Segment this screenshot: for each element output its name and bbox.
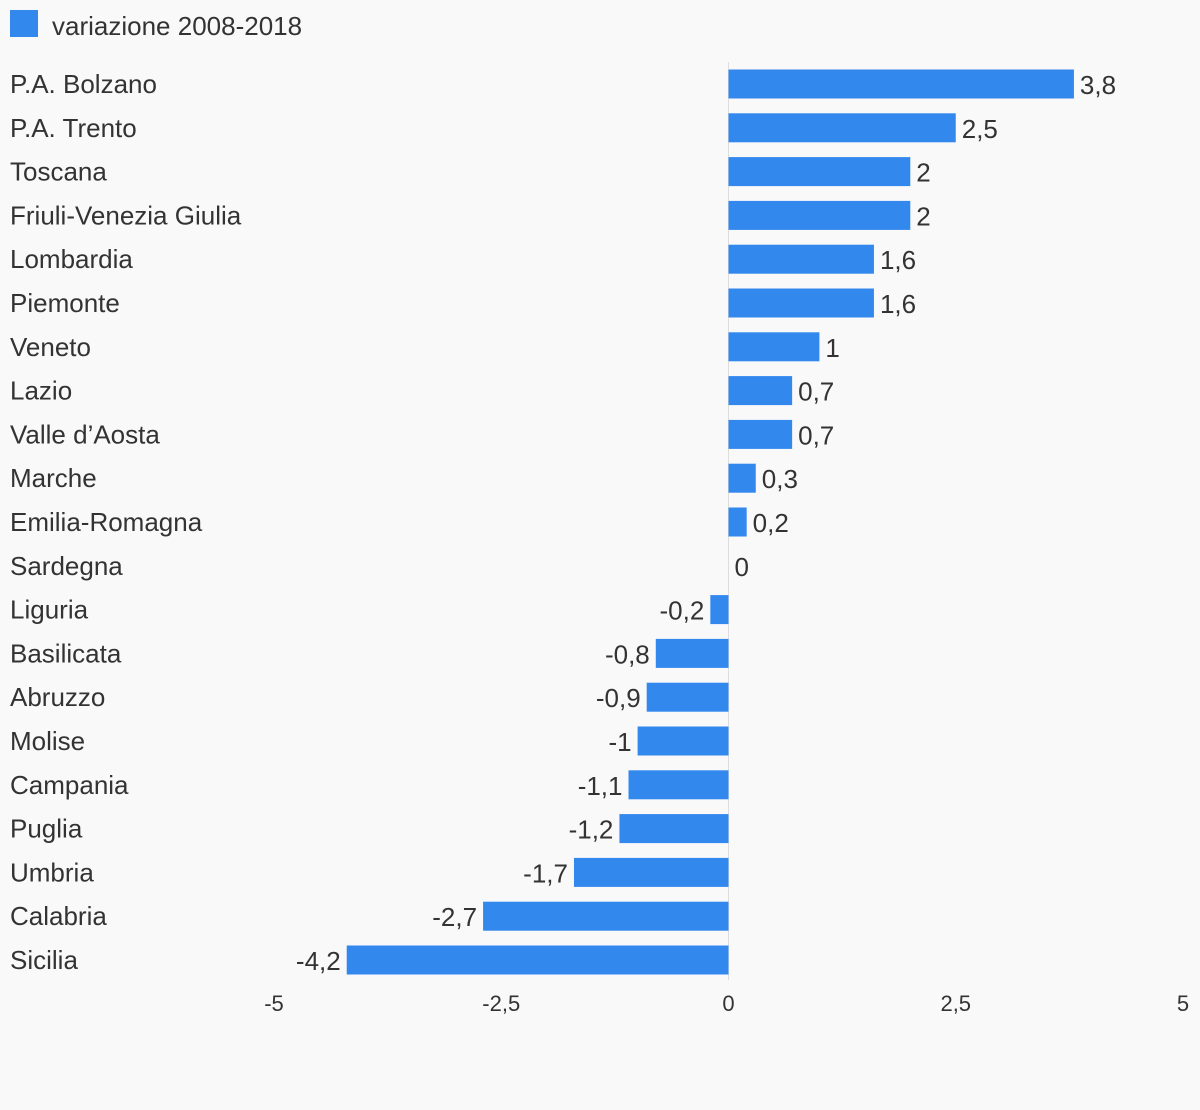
category-label: Marche bbox=[10, 463, 97, 493]
bar bbox=[619, 814, 729, 844]
category-label: Emilia-Romagna bbox=[10, 507, 203, 537]
x-tick-label: -5 bbox=[264, 991, 284, 1016]
category-label: Molise bbox=[10, 726, 85, 756]
legend-label: variazione 2008-2018 bbox=[52, 11, 302, 41]
bar-value-label: 3,8 bbox=[1080, 70, 1116, 100]
x-tick-label: 0 bbox=[722, 991, 734, 1016]
bar-value-label: 2,5 bbox=[962, 114, 998, 144]
category-label: Abruzzo bbox=[10, 682, 105, 712]
bar-value-label: -4,2 bbox=[296, 946, 341, 976]
category-label: Sardegna bbox=[10, 551, 123, 581]
bar-value-label: 1 bbox=[825, 333, 839, 363]
bar bbox=[728, 419, 793, 449]
bar-value-label: 0 bbox=[735, 552, 749, 582]
bar-value-label: 1,6 bbox=[880, 289, 916, 319]
x-tick-label: 2,5 bbox=[940, 991, 971, 1016]
bar-value-label: 0,7 bbox=[798, 377, 834, 407]
bar-value-label: 0,7 bbox=[798, 420, 834, 450]
bar-value-label: -1 bbox=[608, 727, 631, 757]
bar bbox=[728, 376, 793, 406]
category-label: Lazio bbox=[10, 376, 72, 406]
x-tick-label: -2,5 bbox=[482, 991, 520, 1016]
bar bbox=[728, 69, 1074, 99]
value-labels-group: 3,82,5221,61,610,70,70,30,20-0,2-0,8-0,9… bbox=[296, 70, 1116, 976]
bar-value-label: -0,9 bbox=[596, 683, 641, 713]
category-label: Basilicata bbox=[10, 638, 122, 668]
bar-value-label: -1,7 bbox=[523, 858, 568, 888]
legend-swatch bbox=[10, 10, 38, 37]
bars-group bbox=[346, 69, 1074, 975]
category-label: Sicilia bbox=[10, 945, 78, 975]
bar-value-label: 2 bbox=[916, 158, 930, 188]
category-label: Puglia bbox=[10, 814, 83, 844]
bar-value-label: -2,7 bbox=[432, 902, 477, 932]
category-labels-group: P.A. Bolzano P.A. Trento Toscana Friuli-Ven… bbox=[10, 69, 242, 975]
bar-value-label: 2 bbox=[916, 201, 930, 231]
category-label: Friuli-Venezia Giulia bbox=[10, 200, 242, 230]
bar bbox=[655, 638, 729, 668]
category-label: Campania bbox=[10, 770, 129, 800]
category-label: Calabria bbox=[10, 901, 107, 931]
bar bbox=[728, 463, 756, 493]
x-axis-ticks-group: -5 -2,5 0 2,5 5 bbox=[264, 991, 1189, 1016]
bar bbox=[573, 857, 729, 887]
category-label: Toscana bbox=[10, 157, 107, 187]
category-label: Veneto bbox=[10, 332, 91, 362]
bar bbox=[637, 726, 729, 756]
x-tick-label: 5 bbox=[1177, 991, 1189, 1016]
bar bbox=[728, 157, 911, 187]
bar-value-label: -1,2 bbox=[569, 815, 614, 845]
category-label: Valle d’Aosta bbox=[10, 419, 160, 449]
bar bbox=[728, 113, 956, 143]
category-label: P.A. Bolzano bbox=[10, 69, 157, 99]
bar bbox=[728, 244, 874, 274]
category-label: Piemonte bbox=[10, 288, 120, 318]
bar-value-label: -0,2 bbox=[660, 596, 705, 626]
bar bbox=[728, 332, 820, 362]
bar bbox=[483, 901, 729, 931]
category-label: Lombardia bbox=[10, 244, 133, 274]
bar-value-label: -0,8 bbox=[605, 639, 650, 669]
legend: variazione 2008-2018 bbox=[10, 10, 302, 41]
bar bbox=[728, 507, 747, 537]
bar bbox=[346, 945, 729, 975]
bar-value-label: 0,2 bbox=[753, 508, 789, 538]
bar bbox=[646, 682, 729, 712]
bar bbox=[710, 595, 729, 625]
bar-value-label: -1,1 bbox=[578, 771, 623, 801]
bar bbox=[728, 200, 911, 230]
bar-value-label: 0,3 bbox=[762, 464, 798, 494]
category-label: Liguria bbox=[10, 595, 89, 625]
bar bbox=[728, 288, 874, 318]
bar bbox=[628, 770, 729, 800]
category-label: P.A. Trento bbox=[10, 113, 137, 143]
category-label: Umbria bbox=[10, 857, 94, 887]
bar-value-label: 1,6 bbox=[880, 245, 916, 275]
